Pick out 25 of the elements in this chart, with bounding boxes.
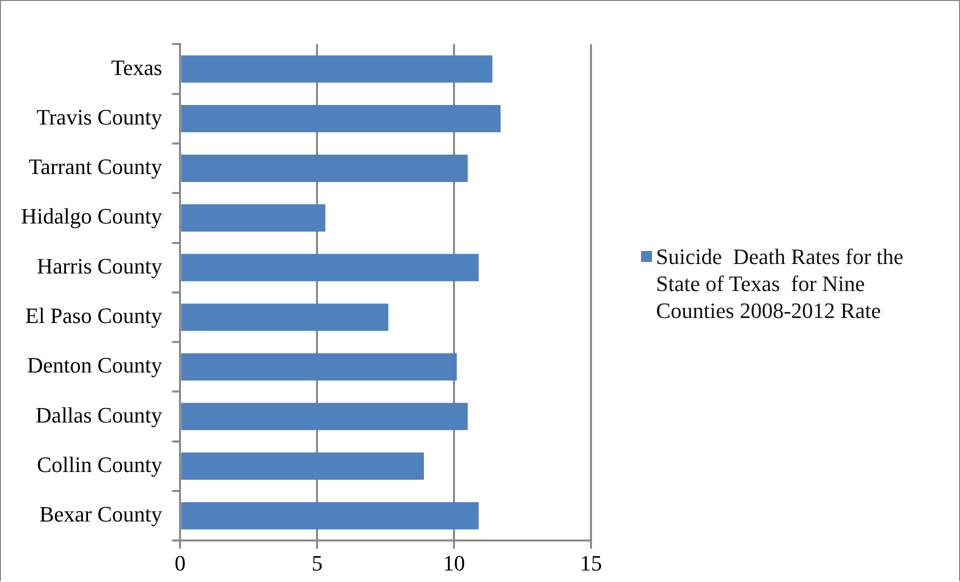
x-tick-label: 10 [443,550,466,576]
x-tick-label: 5 [312,550,323,576]
legend-label: Suicide Death Rates for the State of Texas for Nine Counties 2008-2012 Rate [656,243,904,324]
bar [181,55,492,83]
y-tick-label: Texas [111,54,162,80]
y-tick-label: Denton County [27,352,162,378]
y-tick-label: Collin County [36,452,162,477]
bar [181,353,457,381]
bar [181,105,501,132]
bar [181,154,468,182]
bar [181,254,479,282]
y-tick-label: Harris County [36,253,162,278]
x-tick-label: 15 [580,550,602,576]
y-tick-label: El Paso County [25,303,162,328]
y-tick-label: Hidalgo County [20,204,162,229]
y-tick-label: Bexar County [39,502,162,527]
bar [181,502,479,530]
bar [181,452,424,480]
bar [181,304,388,331]
bar [181,402,468,430]
y-tick-label: Tarrant County [28,154,162,180]
x-tick-label: 0 [174,550,186,576]
y-tick-label: Dallas County [36,402,162,428]
bar [181,204,326,232]
y-tick-label: Travis County [36,104,162,130]
